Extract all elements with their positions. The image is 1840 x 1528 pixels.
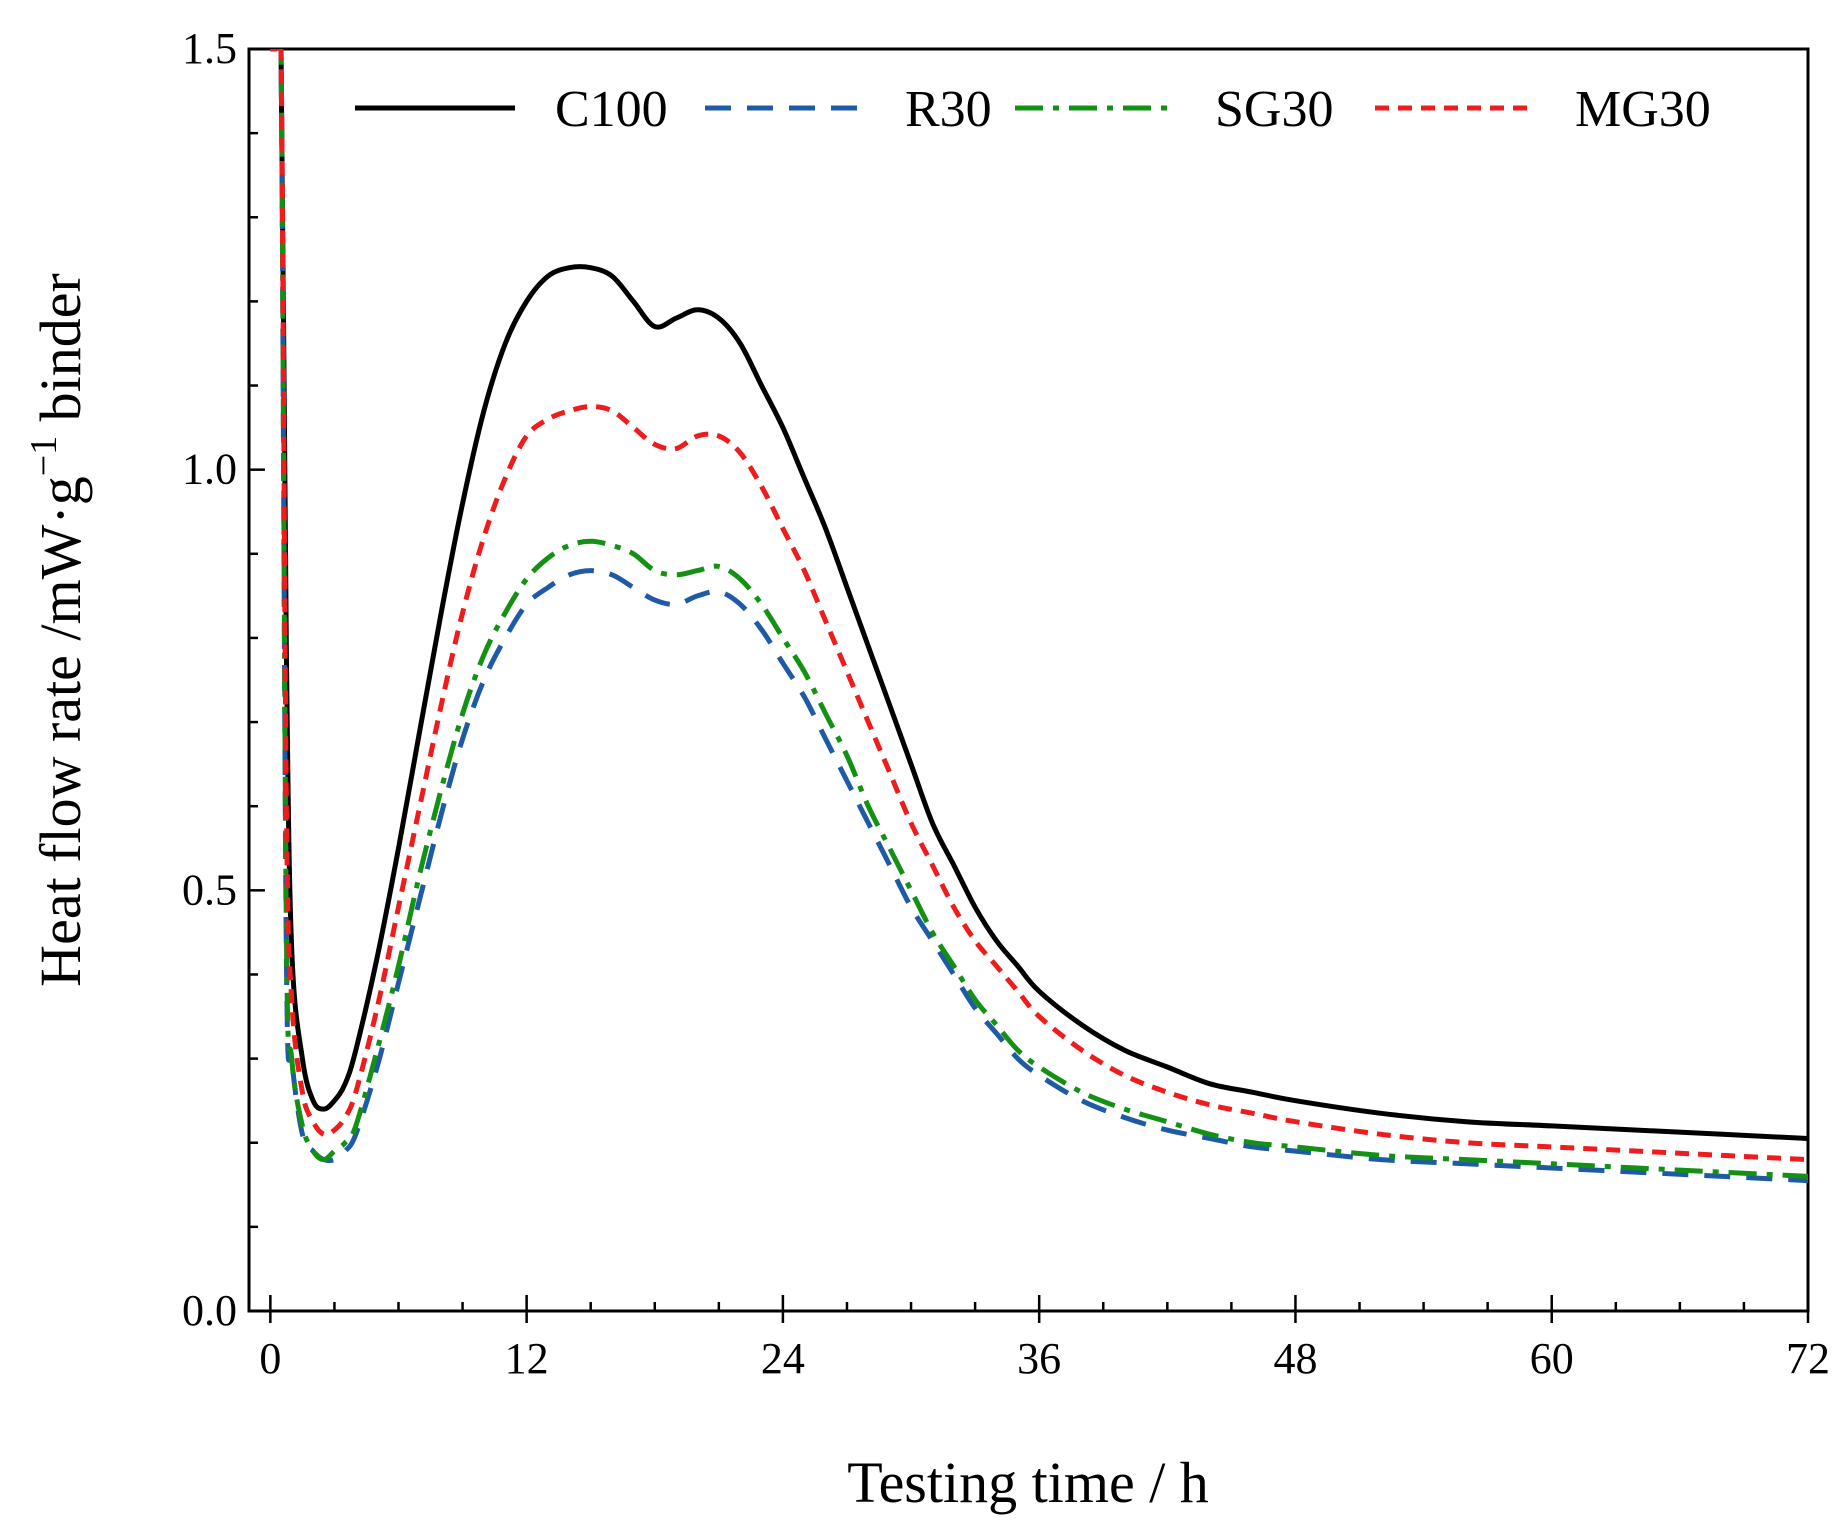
x-tick-label: 60 — [1530, 1334, 1574, 1383]
legend-label-sg30: SG30 — [1215, 81, 1333, 138]
y-axis-title-main: Heat flow rate /mW·g — [28, 476, 93, 987]
x-axis-ticks: 0 12 24 36 48 60 72 — [259, 1295, 1830, 1383]
x-tick-label: 36 — [1017, 1334, 1061, 1383]
series-line-r30 — [270, 49, 1808, 1184]
y-axis-ticks: 0.0 0.5 1.0 1.5 — [182, 24, 265, 1335]
x-axis-title: Testing time / h — [847, 1450, 1209, 1515]
series-line-sg30 — [270, 49, 1808, 1179]
y-tick-label: 1.0 — [182, 445, 237, 494]
y-axis-title-superscript: −1 — [23, 436, 65, 476]
y-axis-title-suffix: binder — [28, 273, 93, 436]
series-line-c100 — [270, 49, 1808, 1141]
y-axis-title: Heat flow rate /mW·g−1 binder — [23, 273, 93, 987]
legend: C100 R30 SG30 MG30 — [355, 81, 1711, 138]
x-tick-label: 48 — [1273, 1334, 1317, 1383]
y-tick-label: 0.5 — [182, 865, 237, 914]
y-tick-label: 0.0 — [182, 1286, 237, 1335]
series-line-mg30 — [270, 49, 1808, 1163]
legend-label-c100: C100 — [555, 81, 668, 138]
y-tick-label: 1.5 — [182, 24, 237, 73]
x-tick-label: 24 — [761, 1334, 805, 1383]
x-tick-label: 72 — [1786, 1334, 1830, 1383]
series-layer — [270, 49, 1808, 1184]
legend-label-mg30: MG30 — [1575, 81, 1711, 138]
legend-label-r30: R30 — [905, 81, 992, 138]
plot-frame — [247, 47, 1810, 1313]
x-tick-label: 12 — [505, 1334, 549, 1383]
x-tick-label: 0 — [259, 1334, 281, 1383]
